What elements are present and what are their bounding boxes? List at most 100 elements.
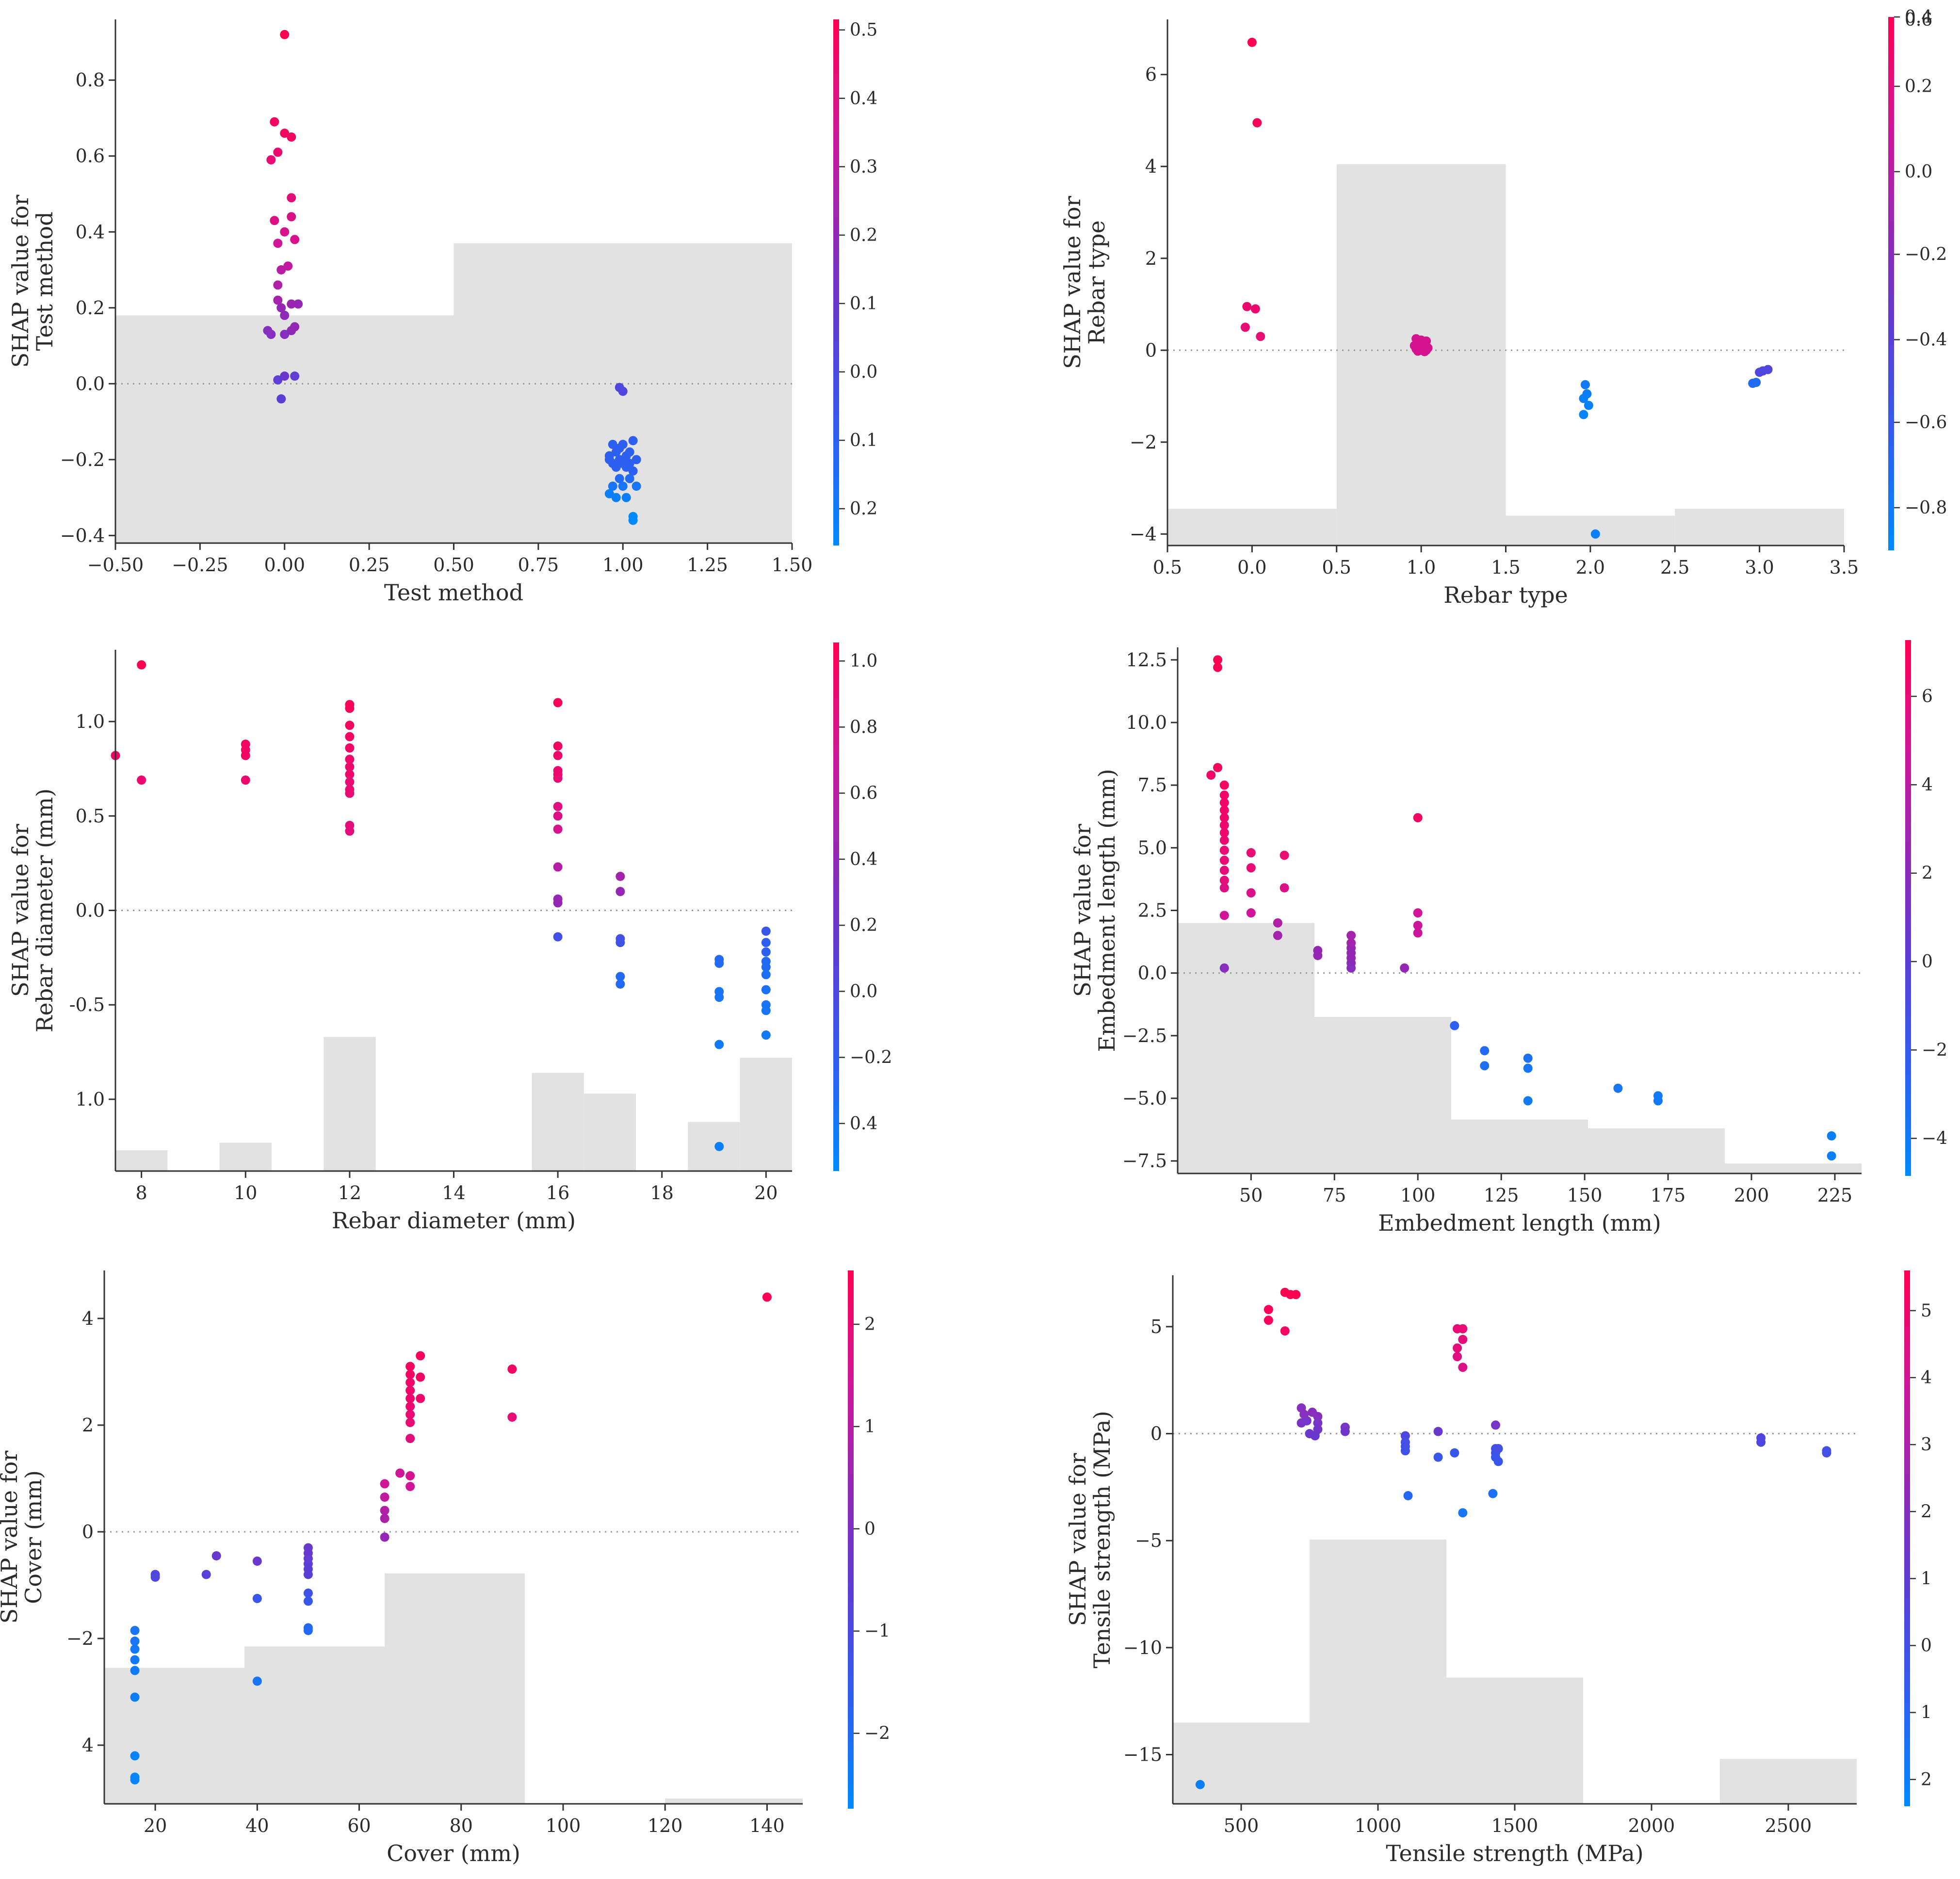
data-point [1763,365,1773,374]
x-tick-label: 18 [650,1182,674,1204]
histogram-bar [1310,1540,1446,1804]
x-tick-label: 2000 [1628,1815,1675,1836]
data-point [1246,863,1256,873]
data-point [345,826,355,836]
data-point [1433,1452,1443,1462]
data-point [1246,888,1256,898]
y-tick-label: 4 [82,1308,94,1329]
data-point [130,1775,140,1784]
histogram-bar [1725,1163,1862,1173]
data-point [1523,1053,1533,1063]
data-point [1458,1363,1468,1372]
panel-tensile-strength: 500 1000 1500 2000 2500 −15 −10 −5 0 5 Tensile str… [1065,1270,1932,1866]
data-point [1219,876,1229,885]
data-point [1400,1446,1410,1456]
data-point [1579,394,1588,403]
data-point [1413,346,1423,356]
y-tick-label: −2.5 [1122,1025,1167,1046]
data-point [1822,1448,1831,1458]
data-point [761,962,771,972]
y-tick-label: −4 [1130,523,1157,545]
data-point [632,455,641,465]
y-axis-label-line: SHAP value for [1069,824,1096,997]
data-point [1246,908,1256,918]
colorbar-tick-label: 0.6 [850,784,877,803]
data-point [283,261,293,271]
y-tick-label: 7.5 [1138,774,1167,796]
histogram-bar [740,1058,792,1171]
data-point [405,1394,415,1403]
data-point [714,1040,724,1049]
colorbar-tick-label: 4 [1921,1368,1932,1388]
data-point [604,489,614,498]
data-point [130,1644,140,1654]
y-tick-label: 0.4 [76,221,105,242]
histogram-bar [583,1093,636,1171]
data-point [1219,883,1229,893]
data-point [1273,918,1282,928]
data-point [553,741,563,751]
x-tick-label: 0.75 [518,554,559,576]
data-point [625,474,634,483]
data-point [1263,1316,1273,1325]
histogram-bar [532,1073,584,1171]
data-point [628,515,638,525]
data-point [1491,1420,1501,1430]
colorbar-tick-label: 0.5 [850,20,877,40]
data-point [130,1751,140,1761]
data-point [303,1589,313,1598]
y-tick-label: 0.2 [76,297,105,319]
y-axis-label-line: Rebar type [1084,220,1110,344]
data-point [761,970,771,980]
y-axis-label: SHAP value forCover (mm) [0,1451,47,1624]
data-point [1579,410,1588,419]
histogram-bar [244,1646,385,1804]
data-point [280,30,290,39]
colorbar-tick-label: 0 [1922,952,1933,972]
data-point [621,493,631,502]
colorbar-tick-label: −2 [1922,1040,1947,1060]
data-point [632,482,641,491]
colorbar-gradient [1904,1270,1910,1806]
y-tick-label: 4 [82,1734,94,1756]
data-point [1346,931,1356,940]
data-point [553,802,563,811]
x-tick-label: 100 [1400,1185,1436,1206]
data-point [1413,928,1423,938]
data-point [303,1626,313,1635]
data-point [345,743,355,753]
x-tick-label: 14 [442,1182,465,1204]
colorbar-tick-label: 1 [864,1417,875,1437]
x-tick-label: −0.50 [87,554,144,576]
data-point [1242,302,1252,311]
data-point [1291,1290,1301,1300]
y-tick-label: 2 [82,1414,94,1436]
data-point [553,773,563,783]
data-point [1413,813,1423,822]
data-point [287,132,296,142]
y-tick-label: -0.5 [69,994,105,1015]
data-point [1213,763,1223,772]
data-point [380,1532,389,1542]
data-point [1219,790,1229,800]
data-point [280,227,290,237]
data-point [1247,37,1257,47]
x-tick-label: 100 [546,1815,581,1836]
x-tick-label: −0.25 [172,554,228,576]
data-point [611,493,621,502]
colorbar-tick-label: 0.4 [1905,7,1932,27]
data-point [1340,1427,1350,1436]
data-point [1413,908,1423,918]
data-point [287,299,296,309]
data-point [130,1692,140,1702]
y-tick-label: 0.0 [76,900,105,921]
colorbar-tick-label: 0.4 [850,89,877,109]
data-point [553,751,563,760]
colorbar: −0.8 −0.6 −0.4 −0.2 0.0 0.2 0.40.6 [1888,7,1947,550]
y-axis-label-line: SHAP value for [1059,196,1085,369]
data-point [553,932,563,942]
x-tick-label: 1.50 [772,554,813,576]
data-point [507,1365,517,1374]
histogram-bar [688,1122,740,1171]
